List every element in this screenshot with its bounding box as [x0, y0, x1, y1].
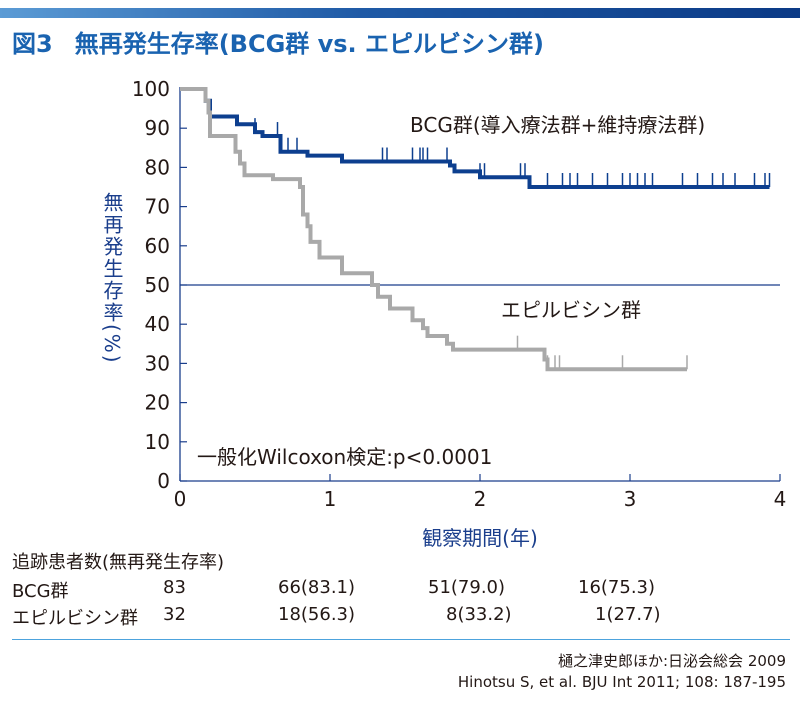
bcg-series-label: BCG群(導入療法群+維持療法群)	[410, 113, 705, 137]
at-risk-cell: 16(75.3)	[578, 577, 656, 598]
divider-line	[12, 639, 790, 640]
survival-chart: 0 10 20 30 40 50 60 70 80 90 100 0 1 2 3 4 観察期間(年) 無再発生存率…	[100, 77, 787, 550]
figure-title: 図3 無再発生存率(BCG群 vs. エピルビシン群)	[12, 24, 544, 59]
epirubicin-survival-curve	[180, 87, 687, 372]
y-tick-label: 80	[145, 155, 170, 179]
y-tick-label: 20	[145, 391, 170, 415]
x-tick-label: 0	[174, 487, 187, 511]
y-tick-label: 10	[145, 430, 170, 454]
source-citation-en: Hinotsu S, et al. BJU Int 2011; 108: 187…	[457, 673, 786, 691]
y-tick-label: 30	[145, 351, 170, 375]
y-axis-title: 無再発生存率(%)	[100, 192, 124, 365]
at-risk-cell: 8(33.2)	[446, 604, 512, 625]
y-tick-label: 90	[145, 116, 170, 140]
x-tick-label: 1	[324, 487, 337, 511]
at-risk-cell: 1(27.7)	[595, 604, 661, 625]
source-citation-jp: 樋之津史郎ほか:日泌会総会 2009	[558, 652, 786, 670]
x-tick-label: 3	[624, 487, 637, 511]
at-risk-label-bcg: BCG群	[12, 581, 69, 602]
y-tick-label: 70	[145, 195, 170, 219]
statistical-test-annotation: 一般化Wilcoxon検定:p<0.0001	[197, 445, 492, 469]
at-risk-cell: 66(83.1)	[278, 577, 356, 598]
at-risk-cell: 32	[163, 604, 186, 625]
at-risk-cell: 83	[163, 577, 186, 598]
epirubicin-series-label: エピルビシン群	[501, 298, 641, 322]
x-tick-label: 2	[474, 487, 487, 511]
header-bar	[0, 8, 800, 18]
figure-number: 図3	[12, 30, 53, 58]
y-tick-label: 60	[145, 234, 170, 258]
bcg-survival-curve	[180, 87, 770, 189]
at-risk-label-epi: エピルビシン群	[12, 608, 138, 629]
figure-title-text: 無再発生存率(BCG群 vs. エピルビシン群)	[74, 30, 545, 58]
at-risk-cell: 51(79.0)	[428, 577, 506, 598]
x-tick-label: 4	[774, 487, 787, 511]
x-axis-title: 観察期間(年)	[422, 526, 538, 550]
y-tick-label: 40	[145, 312, 170, 336]
at-risk-cell: 18(56.3)	[278, 604, 356, 625]
y-tick-label: 0	[157, 469, 170, 493]
y-tick-label: 100	[132, 77, 170, 101]
y-tick-label: 50	[145, 273, 170, 297]
